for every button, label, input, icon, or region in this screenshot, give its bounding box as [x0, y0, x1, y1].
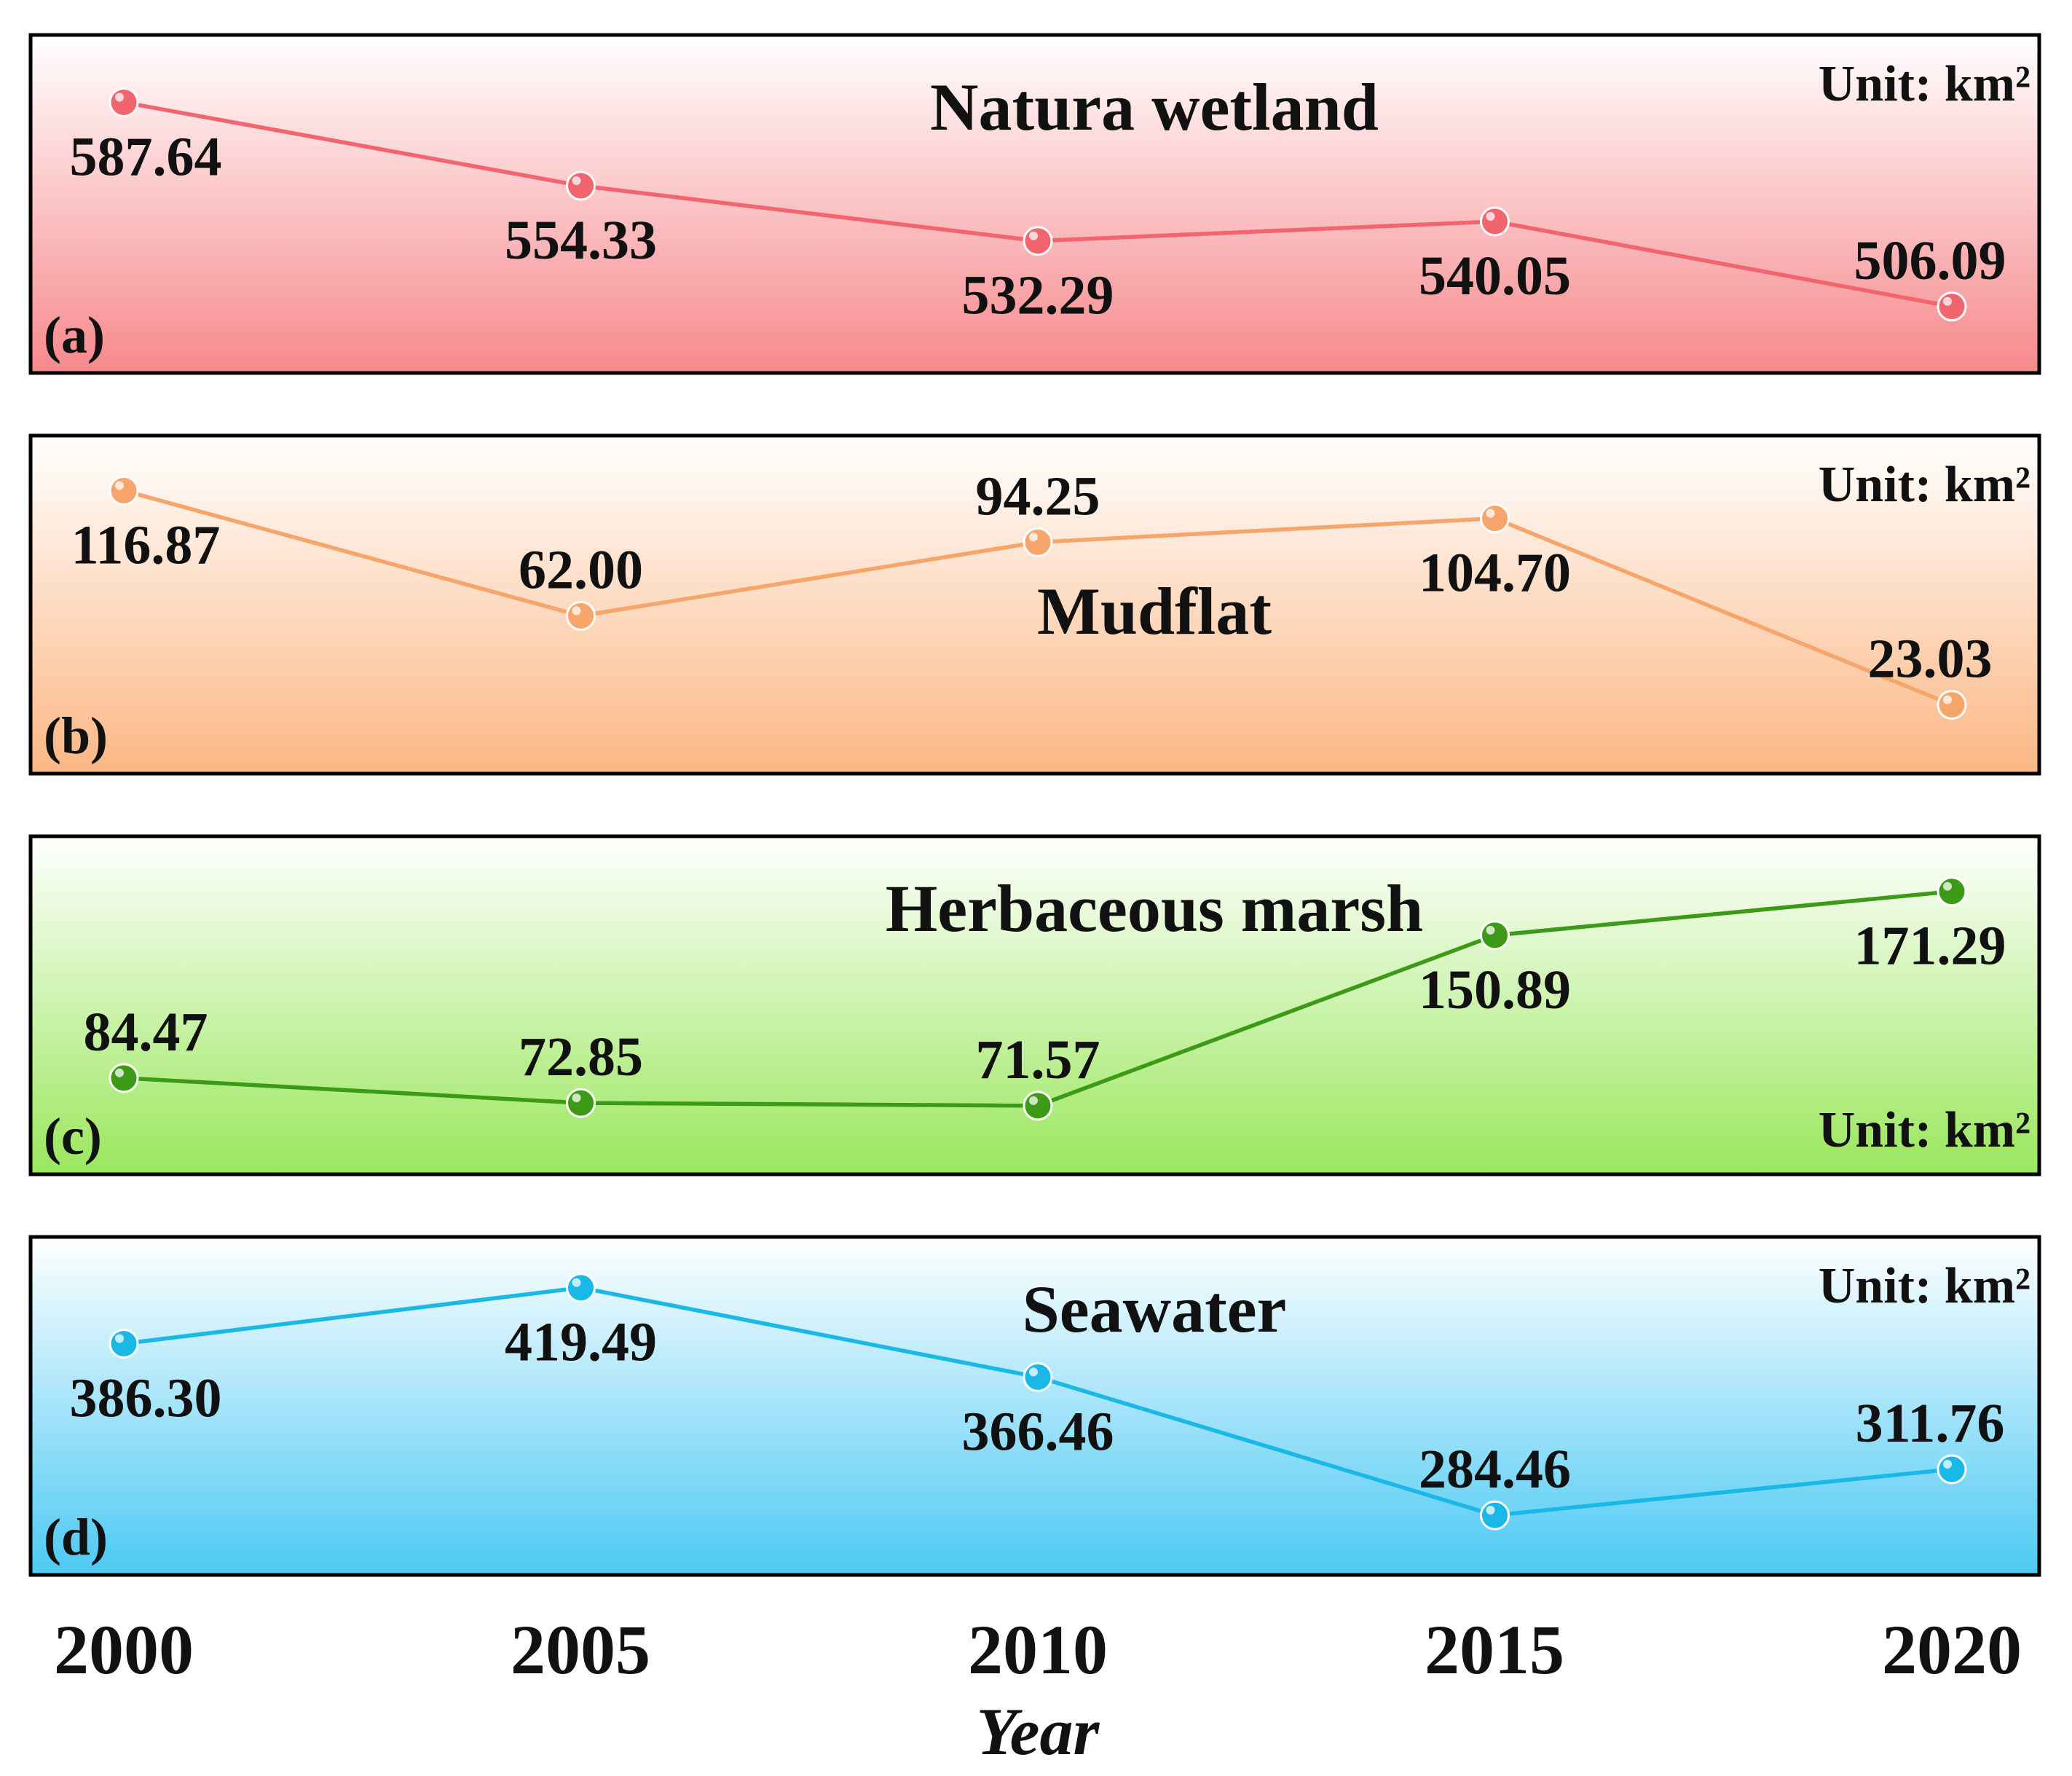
chart-panel-2: 116.87 62.00 94.25 104.70 23.03 Mudflat Unit: … — [28, 433, 2041, 776]
data-point-2000 — [109, 1063, 139, 1093]
data-point-highlight — [115, 481, 124, 490]
data-label-2010: 71.57 — [976, 1029, 1100, 1091]
data-label-2015: 540.05 — [1419, 245, 1571, 307]
panel-letter: (a) — [44, 306, 105, 364]
data-point-highlight — [572, 1093, 581, 1103]
data-label-2020: 23.03 — [1868, 628, 1993, 689]
chart-panel-3: 84.47 72.85 71.57 150.89 171.29 Herbaceous ma… — [28, 834, 2041, 1176]
panel-title: Mudflat — [1037, 574, 1272, 648]
data-point-highlight — [1943, 695, 1952, 704]
data-label-2005: 72.85 — [519, 1026, 643, 1088]
panel-frame — [28, 433, 2041, 776]
unit-label: Unit: km² — [1819, 56, 2030, 112]
unit-label: Unit: km² — [1819, 457, 2030, 513]
data-label-2010: 94.25 — [976, 465, 1100, 527]
panel-background — [31, 35, 2039, 373]
data-point-highlight — [1486, 925, 1495, 935]
data-point-2005 — [566, 1088, 596, 1118]
data-point-highlight — [115, 93, 124, 102]
chart-panel-1: 587.64 554.33 532.29 540.05 506.09 Natura wet… — [28, 33, 2041, 375]
data-label-2005: 554.33 — [505, 210, 657, 271]
x-axis-title: Year — [977, 1694, 1100, 1769]
x-tick-label-2015: 2015 — [1425, 1611, 1564, 1689]
data-point-highlight — [1486, 1506, 1495, 1515]
data-point-2015 — [1480, 1500, 1510, 1531]
data-label-2000: 587.64 — [70, 126, 222, 187]
data-label-2015: 284.46 — [1419, 1439, 1571, 1500]
chart-panel-4: 386.30 419.49 366.46 284.46 311.76 Seawater Un… — [28, 1235, 2041, 1577]
panel-frame — [28, 33, 2041, 375]
panel-background — [31, 1237, 2039, 1575]
x-tick-label-2000: 2000 — [54, 1611, 194, 1689]
panel-letter: (c) — [44, 1107, 102, 1166]
data-label-2010: 366.46 — [962, 1401, 1114, 1462]
data-point-2005 — [566, 1273, 596, 1303]
data-point-highlight — [1029, 533, 1038, 542]
data-point-2000 — [109, 87, 139, 117]
data-point-2000 — [109, 475, 139, 506]
x-axis: 2000 2005 2010 2015 2020 Year — [54, 1611, 2022, 1769]
data-point-highlight — [1029, 1367, 1038, 1377]
panel-frame — [28, 834, 2041, 1176]
panel-title: Natura wetland — [930, 70, 1379, 144]
data-label-2020: 171.29 — [1854, 916, 2006, 977]
data-label-2000: 386.30 — [70, 1367, 222, 1429]
data-point-2020 — [1937, 291, 1967, 322]
data-point-2015 — [1480, 920, 1510, 951]
data-point-2020 — [1937, 876, 1967, 907]
data-point-2010 — [1023, 527, 1053, 557]
data-point-2000 — [109, 1328, 139, 1359]
chart-panels: 587.64 554.33 532.29 540.05 506.09 Natura wet… — [28, 33, 2041, 1577]
data-point-2005 — [566, 170, 596, 201]
unit-label: Unit: km² — [1819, 1258, 2030, 1314]
panel-title: Seawater — [1023, 1272, 1287, 1346]
data-label-2005: 62.00 — [519, 539, 643, 600]
data-point-2015 — [1480, 206, 1510, 237]
data-label-2020: 311.76 — [1856, 1393, 2005, 1454]
data-label-2010: 532.29 — [962, 265, 1114, 326]
data-point-highlight — [1943, 881, 1952, 891]
data-label-2000: 116.87 — [71, 514, 221, 575]
data-point-highlight — [115, 1068, 124, 1077]
data-point-highlight — [1029, 1096, 1038, 1105]
x-tick-label-2010: 2010 — [968, 1611, 1108, 1689]
unit-label: Unit: km² — [1819, 1102, 2030, 1158]
data-point-highlight — [572, 606, 581, 616]
panel-frame — [28, 1235, 2041, 1577]
data-point-2015 — [1480, 503, 1510, 534]
x-tick-label-2005: 2005 — [511, 1611, 650, 1689]
data-point-highlight — [572, 1278, 581, 1287]
data-point-highlight — [1029, 231, 1038, 240]
data-label-2005: 419.49 — [505, 1312, 657, 1373]
data-point-highlight — [115, 1334, 124, 1343]
data-label-2000: 84.47 — [84, 1002, 208, 1063]
data-label-2015: 104.70 — [1419, 543, 1571, 604]
data-point-highlight — [1486, 212, 1495, 221]
data-point-highlight — [572, 176, 581, 185]
panel-letter: (d) — [44, 1508, 108, 1566]
x-tick-label-2020: 2020 — [1882, 1611, 2022, 1689]
data-point-2005 — [566, 600, 596, 631]
data-point-2010 — [1023, 1091, 1053, 1121]
panel-letter: (b) — [44, 707, 108, 765]
data-label-2015: 150.89 — [1419, 959, 1571, 1021]
data-point-2010 — [1023, 226, 1053, 256]
data-point-2020 — [1937, 689, 1967, 720]
data-point-2010 — [1023, 1362, 1053, 1392]
data-point-2020 — [1937, 1454, 1967, 1485]
panel-title: Herbaceous marsh — [886, 871, 1423, 946]
data-label-2020: 506.09 — [1854, 230, 2006, 291]
data-point-highlight — [1486, 508, 1495, 518]
data-point-highlight — [1943, 296, 1952, 306]
data-point-highlight — [1943, 1459, 1952, 1469]
